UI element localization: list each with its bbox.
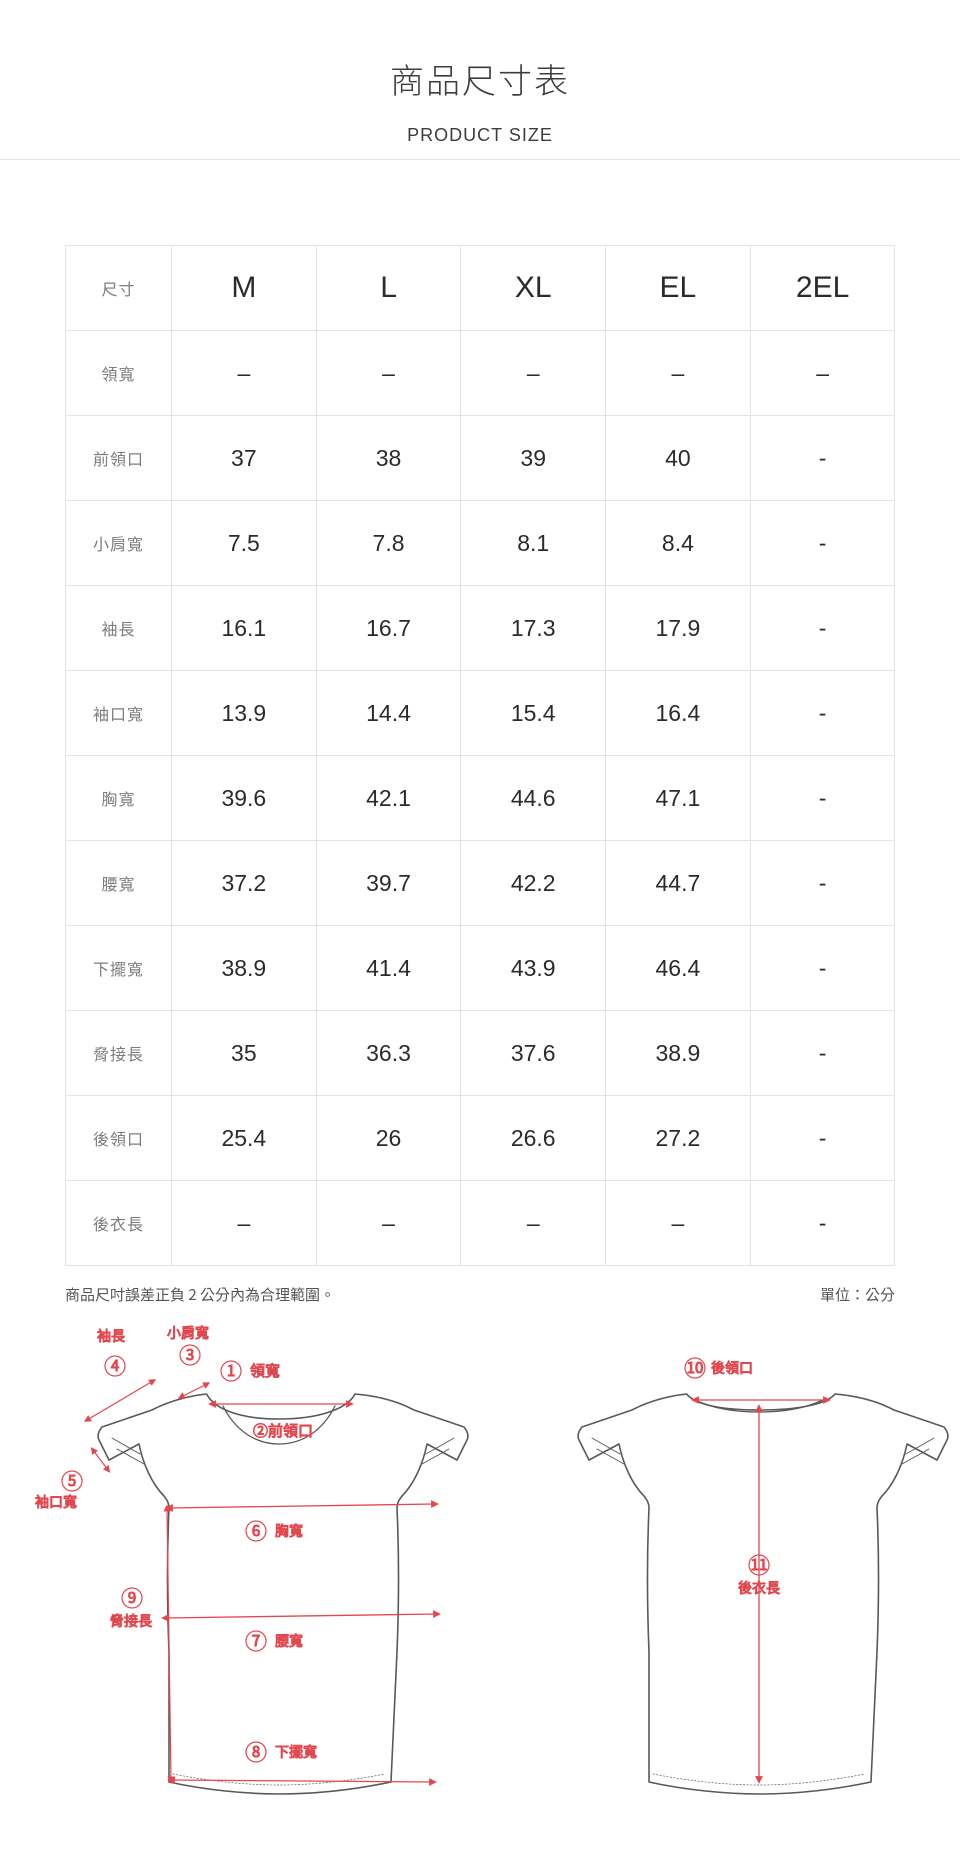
svg-text:脅接長: 脅接長 bbox=[110, 1611, 152, 1631]
svg-text:小肩寬: 小肩寬 bbox=[167, 1324, 209, 1343]
svg-text:後領口: 後領口 bbox=[711, 1358, 753, 1378]
svg-text:後衣長: 後衣長 bbox=[738, 1578, 780, 1598]
svg-text:領寬: 領寬 bbox=[250, 1360, 280, 1381]
svg-text:10: 10 bbox=[687, 1357, 704, 1378]
svg-text:9: 9 bbox=[128, 1587, 136, 1608]
svg-text:胸寬: 胸寬 bbox=[275, 1521, 303, 1541]
svg-text:7: 7 bbox=[252, 1630, 260, 1651]
svg-text:腰寬: 腰寬 bbox=[275, 1631, 303, 1651]
svg-text:1: 1 bbox=[227, 1360, 235, 1381]
svg-text:5: 5 bbox=[68, 1470, 76, 1491]
svg-text:②前領口: ②前領口 bbox=[253, 1420, 313, 1441]
svg-text:袖長: 袖長 bbox=[97, 1326, 125, 1346]
svg-text:袖口寬: 袖口寬 bbox=[35, 1492, 77, 1512]
svg-text:6: 6 bbox=[252, 1520, 260, 1541]
svg-text:下擺寬: 下擺寬 bbox=[275, 1742, 317, 1762]
svg-text:4: 4 bbox=[111, 1355, 119, 1376]
svg-text:3: 3 bbox=[186, 1344, 194, 1365]
svg-text:11: 11 bbox=[751, 1554, 768, 1575]
svg-text:8: 8 bbox=[252, 1741, 260, 1762]
